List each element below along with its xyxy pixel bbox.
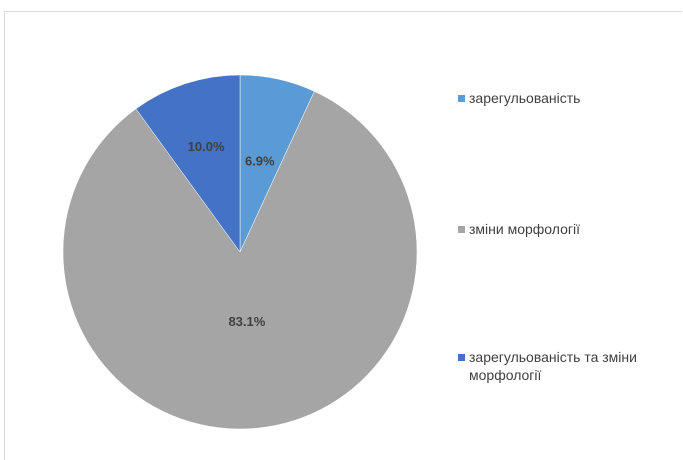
legend-label-3: зарегульованість та зміни морфології bbox=[469, 349, 637, 383]
legend-swatch-3 bbox=[458, 354, 465, 361]
pie-slice-2 bbox=[62, 91, 418, 430]
legend-item-1: зарегульованість bbox=[458, 89, 680, 107]
pie-value-label-2: 83.1% bbox=[228, 314, 265, 329]
legend-swatch-2 bbox=[458, 226, 465, 233]
chart-border-left bbox=[4, 11, 5, 460]
chart-border-top bbox=[4, 11, 682, 12]
legend-item-3: зарегульованість та зміни морфології bbox=[458, 348, 680, 384]
chart-legend: зарегульованість зміни морфології зарегуль… bbox=[458, 0, 680, 460]
pie-slice-3 bbox=[135, 74, 241, 253]
pie-value-label-1: 6.9% bbox=[245, 154, 275, 169]
legend-label-2: зміни морфології bbox=[469, 221, 581, 237]
pie-slices bbox=[62, 74, 418, 430]
legend-swatch-1 bbox=[458, 95, 465, 102]
pie-value-label-3: 10.0% bbox=[188, 139, 225, 154]
pie-value-labels: 6.9% 83.1% 10.0% bbox=[188, 139, 275, 329]
legend-item-2: зміни морфології bbox=[458, 220, 680, 238]
legend-label-1: зарегульованість bbox=[469, 90, 581, 106]
